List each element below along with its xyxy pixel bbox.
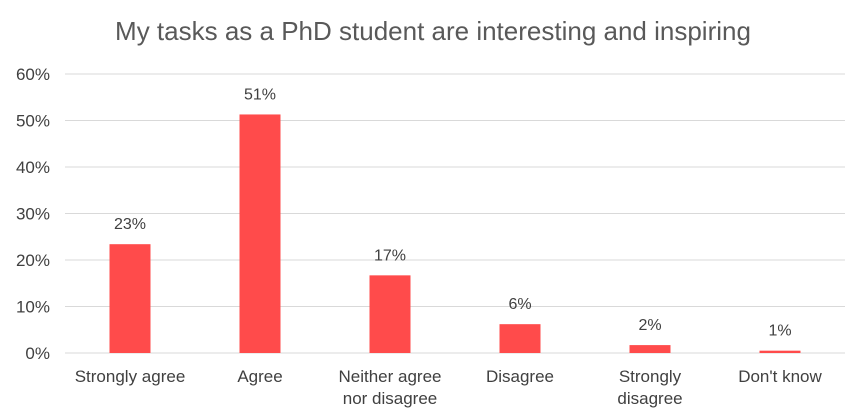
x-category-label: Disagree bbox=[486, 367, 554, 386]
y-tick-label: 0% bbox=[25, 344, 50, 363]
bar bbox=[759, 350, 801, 353]
gridlines bbox=[65, 73, 845, 354]
x-category-label: Strongly bbox=[619, 367, 682, 386]
bar bbox=[239, 114, 281, 353]
y-tick-label: 20% bbox=[16, 251, 50, 270]
data-label: 1% bbox=[768, 323, 791, 340]
x-category-label: Don't know bbox=[738, 367, 822, 386]
y-tick-label: 30% bbox=[16, 205, 50, 224]
bar bbox=[499, 324, 541, 353]
data-label: 17% bbox=[374, 247, 406, 264]
data-label: 6% bbox=[508, 296, 531, 313]
x-category-label: nor disagree bbox=[343, 389, 438, 408]
x-category-label: Neither agree bbox=[338, 367, 441, 386]
y-axis-tick-labels: 0% 10% 20% 30% 40% 50% 60% bbox=[16, 65, 50, 363]
x-category-label: Agree bbox=[237, 367, 282, 386]
data-label: 51% bbox=[244, 86, 276, 103]
data-label: 23% bbox=[114, 216, 146, 233]
y-tick-label: 10% bbox=[16, 298, 50, 317]
y-tick-label: 40% bbox=[16, 158, 50, 177]
data-labels: 23% 51% 17% 6% 2% 1% bbox=[114, 86, 792, 339]
chart-title: My tasks as a PhD student are interestin… bbox=[115, 16, 751, 46]
x-axis-category-labels: Strongly agree Agree Neither agree nor disa… bbox=[75, 367, 823, 408]
bar bbox=[109, 244, 151, 353]
bar bbox=[369, 275, 411, 353]
x-category-label: disagree bbox=[617, 389, 682, 408]
y-tick-label: 60% bbox=[16, 65, 50, 84]
data-label: 2% bbox=[638, 317, 661, 334]
y-tick-label: 50% bbox=[16, 112, 50, 131]
x-category-label: Strongly agree bbox=[75, 367, 186, 386]
bar bbox=[629, 345, 671, 353]
bars bbox=[109, 114, 801, 353]
